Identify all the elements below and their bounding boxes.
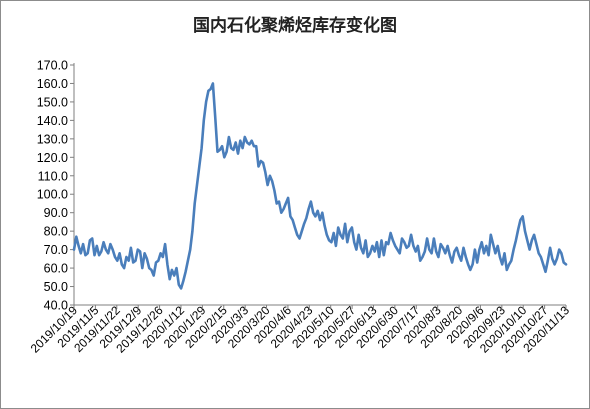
x-tick-marks (73, 305, 567, 309)
y-tick-label: 140.0 (37, 114, 68, 128)
y-tick-label: 90.0 (44, 206, 68, 220)
y-tick-label: 50.0 (44, 280, 68, 294)
chart-title: 国内石化聚烯烃库存变化图 (193, 15, 397, 36)
y-tick-label: 80.0 (44, 225, 68, 239)
y-tick-label: 170.0 (37, 59, 68, 73)
y-tick-marks (70, 64, 74, 306)
y-tick-label: 100.0 (37, 188, 68, 202)
y-tick-labels: 170.0 160.0 150.0 140.0 130.0 120.0 110.0 100.0… (37, 59, 68, 313)
y-tick-label: 130.0 (37, 132, 68, 146)
y-tick-label: 40.0 (44, 299, 68, 313)
x-tick-labels: 2019/10/192019/11/52019/11/222019/12/920… (28, 303, 573, 356)
y-tick-label: 120.0 (37, 151, 68, 165)
y-tick-label: 150.0 (37, 95, 68, 109)
y-tick-label: 70.0 (44, 243, 68, 257)
y-tick-label: 160.0 (37, 77, 68, 91)
series-line (72, 82, 568, 290)
y-tick-label: 110.0 (38, 169, 68, 183)
y-tick-label: 60.0 (44, 262, 68, 276)
